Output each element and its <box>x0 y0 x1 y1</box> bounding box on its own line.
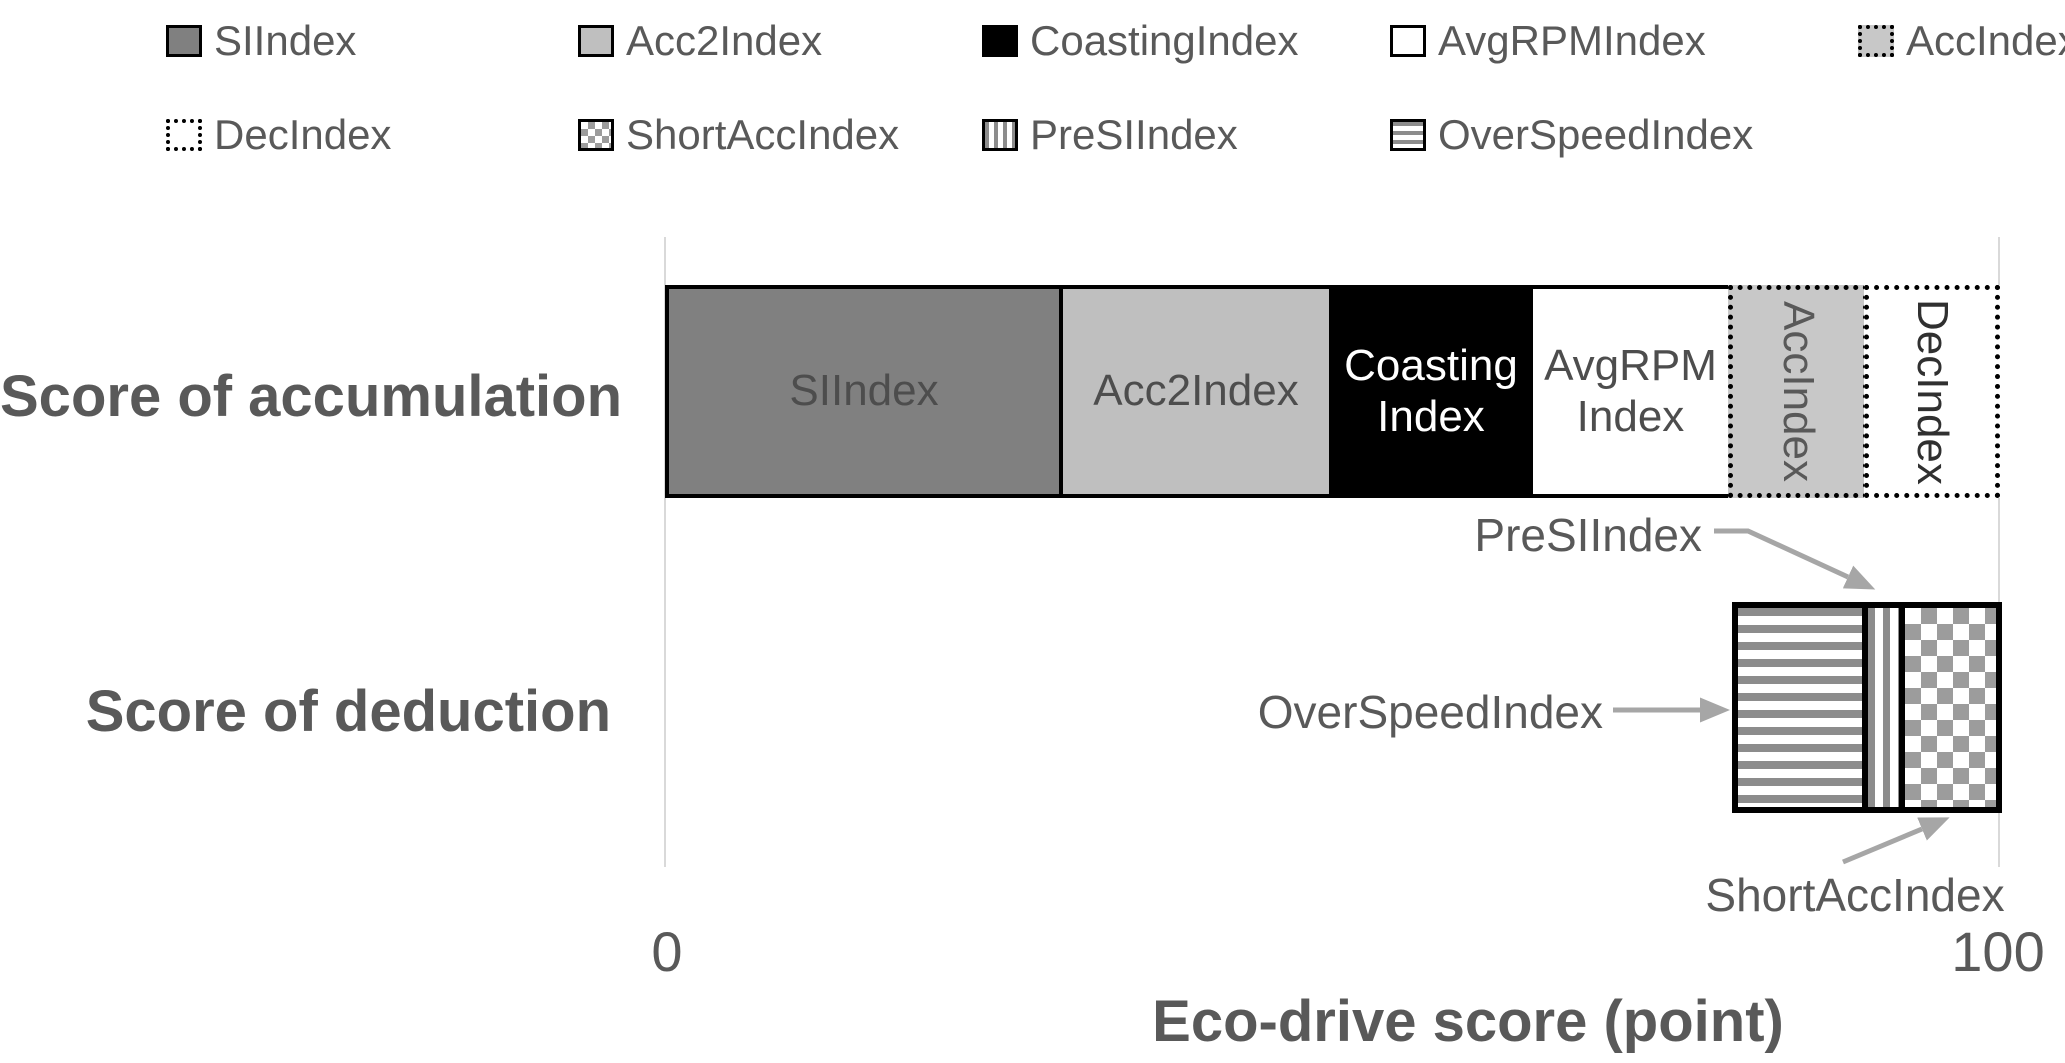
annotation-shortaccindex: ShortAccIndex <box>1705 869 2005 921</box>
acc2index-swatch-icon <box>578 25 614 57</box>
coastingindex-swatch-icon <box>982 25 1018 57</box>
bar-segment-acc2index-label: Acc2Index <box>1093 366 1299 416</box>
legend-label-decindex: DecIndex <box>214 111 392 158</box>
annotation-presiindex: PreSIIndex <box>1474 509 1702 561</box>
bar-segment-siindex-label: SIIndex <box>789 366 939 416</box>
avgrpmindex-swatch-icon <box>1390 25 1426 57</box>
legend-label-acc2index: Acc2Index <box>626 17 823 64</box>
x-axis-title: Eco-drive score (point) <box>1152 989 1784 1054</box>
legend-item-avgrpmindex: AvgRPMIndex <box>1390 17 1706 64</box>
bar-segment-avgrpmindex-label: AvgRPM Index <box>1544 340 1717 441</box>
legend-label-accindex: AccIndex <box>1906 17 2065 64</box>
bar-segment-acc2index: Acc2Index <box>1059 285 1333 498</box>
legend-label-shortaccindex: ShortAccIndex <box>626 111 900 158</box>
x-axis-tick-100: 100 <box>1951 920 2045 983</box>
legend-label-avgrpmindex: AvgRPMIndex <box>1438 17 1706 64</box>
presiindex-swatch-icon <box>982 119 1018 151</box>
gridline-x0 <box>664 237 666 867</box>
legend-item-coastingindex: CoastingIndex <box>982 17 1299 64</box>
bar-segment-decindex: DecIndex <box>1864 285 2000 498</box>
bar-segment-avgrpmindex: AvgRPM Index <box>1529 285 1732 498</box>
legend-item-overspeedindex: OverSpeedIndex <box>1390 111 1753 158</box>
category-label-accumulation: Score of accumulation <box>0 364 623 429</box>
bar-segment-accindex-label: AccIndex <box>1774 301 1823 482</box>
shortaccindex-arrow <box>1842 817 1950 865</box>
bar-segment-coastingindex-label: Coasting Index <box>1344 340 1518 441</box>
legend-label-siindex: SIIndex <box>214 17 357 64</box>
legend-item-accindex: AccIndex <box>1858 17 2065 64</box>
legend-item-decindex: DecIndex <box>166 111 391 158</box>
bar-segment-decindex-label: DecIndex <box>1908 298 1957 485</box>
decindex-swatch-icon <box>166 119 202 151</box>
accindex-swatch-icon <box>1858 25 1894 57</box>
legend-label-overspeedindex: OverSpeedIndex <box>1438 111 1754 158</box>
gridline-x100 <box>1998 237 2000 867</box>
overspeedindex-swatch-icon <box>1390 119 1426 151</box>
annotation-overspeedindex: OverSpeedIndex <box>1257 686 1603 738</box>
legend-item-shortaccindex: ShortAccIndex <box>578 111 899 158</box>
bar-segment-coastingindex: Coasting Index <box>1329 285 1533 498</box>
category-label-deduction: Score of deduction <box>85 679 611 744</box>
shortaccindex-swatch-icon <box>578 119 614 151</box>
x-axis-tick-0: 0 <box>651 920 683 983</box>
bar-segment-overspeedindex <box>1732 602 1868 813</box>
legend-item-acc2index: Acc2Index <box>578 17 822 64</box>
presiindex-arrow <box>1714 528 1876 590</box>
bar-segment-shortaccindex <box>1899 602 2002 813</box>
legend-item-siindex: SIIndex <box>166 17 356 64</box>
bar-segment-accindex: AccIndex <box>1728 285 1868 498</box>
bar-segment-siindex: SIIndex <box>665 285 1063 498</box>
siindex-swatch-icon <box>166 25 202 57</box>
legend-item-presiindex: PreSIIndex <box>982 111 1238 158</box>
legend-label-presiindex: PreSIIndex <box>1030 111 1238 158</box>
legend-label-coastingindex: CoastingIndex <box>1030 17 1299 64</box>
